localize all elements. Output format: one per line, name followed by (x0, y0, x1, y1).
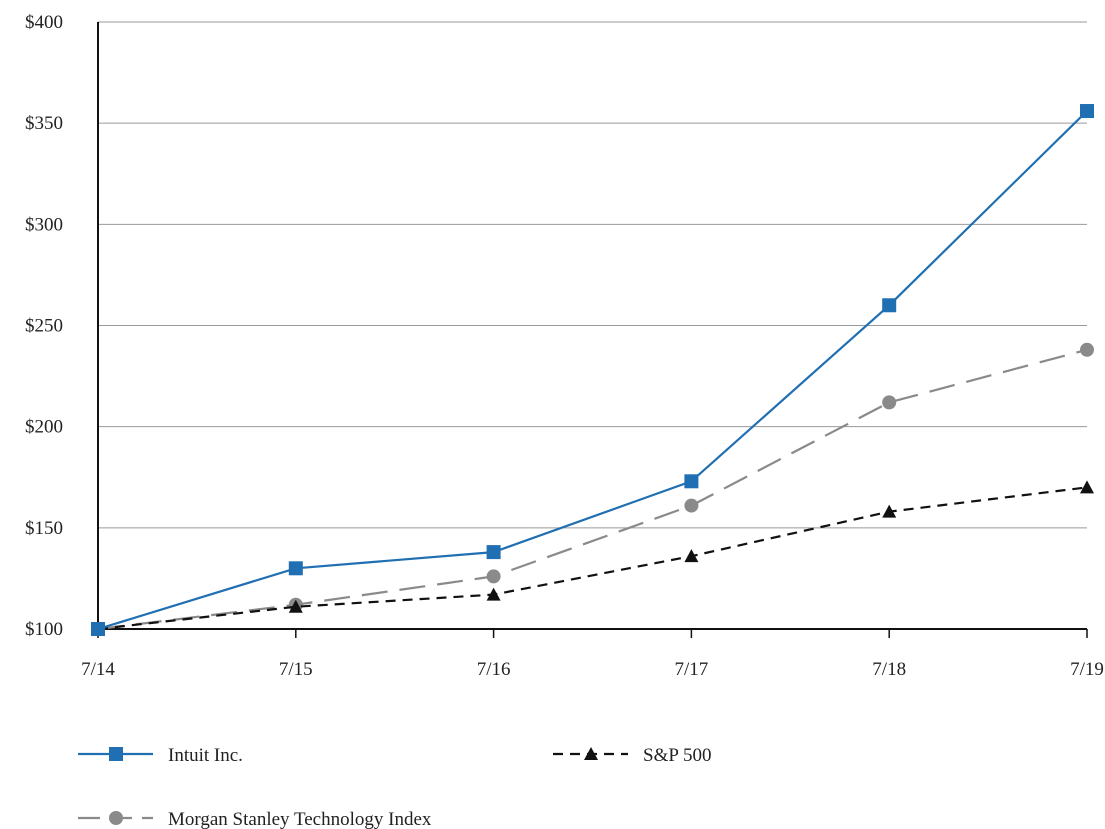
x-tick-label: 7/17 (675, 659, 709, 680)
data-point (1080, 342, 1094, 357)
x-tick-label: 7/19 (1070, 659, 1104, 680)
data-point (1080, 480, 1094, 494)
gridlines (98, 21, 1087, 529)
series-line (97, 486, 1088, 631)
data-point (882, 395, 897, 410)
data-point (486, 545, 501, 560)
legend-entry: Morgan Stanley Technology Index (78, 809, 432, 829)
y-tick-label: $100 (25, 619, 63, 640)
legend-swatch-marker (584, 747, 598, 760)
legend: Intuit Inc. S&P 500 Morgan Stanley Technol… (78, 745, 711, 829)
legend-entry: Intuit Inc. (78, 745, 243, 766)
series-line (97, 110, 1088, 631)
y-tick-label: $200 (25, 417, 63, 438)
data-point (684, 549, 699, 563)
data-point (288, 599, 303, 613)
axes (97, 22, 1088, 638)
y-tick-label: $400 (25, 12, 63, 33)
legend-label: Intuit Inc. (168, 745, 243, 766)
data-point (684, 474, 699, 489)
data-point (288, 561, 303, 576)
legend-swatch-marker (109, 811, 123, 825)
legend-label: Morgan Stanley Technology Index (168, 809, 432, 829)
data-point (486, 587, 501, 601)
data-point (486, 569, 501, 584)
x-axis-tick-labels: 7/14 7/15 7/16 7/17 7/18 7/19 (81, 659, 1104, 680)
data-point (91, 622, 105, 636)
y-tick-label: $250 (25, 316, 63, 337)
x-tick-label: 7/15 (279, 659, 313, 680)
legend-swatch-marker (109, 747, 123, 761)
y-tick-label: $150 (25, 518, 63, 539)
x-tick-label: 7/16 (477, 659, 511, 680)
x-tick-label: 7/18 (872, 659, 906, 680)
data-point (882, 298, 897, 313)
data-point (1080, 104, 1094, 119)
x-tick-label: 7/14 (81, 659, 115, 680)
y-axis-tick-labels: $100 $150 $200 $250 $300 $350 $400 (25, 12, 63, 640)
y-tick-label: $300 (25, 214, 63, 235)
series-layer (91, 104, 1094, 636)
series-line (97, 348, 1088, 631)
data-point (684, 498, 699, 513)
y-tick-label: $350 (25, 113, 63, 134)
legend-entry: S&P 500 (553, 745, 711, 766)
data-point (882, 504, 897, 518)
legend-label: S&P 500 (643, 745, 711, 766)
